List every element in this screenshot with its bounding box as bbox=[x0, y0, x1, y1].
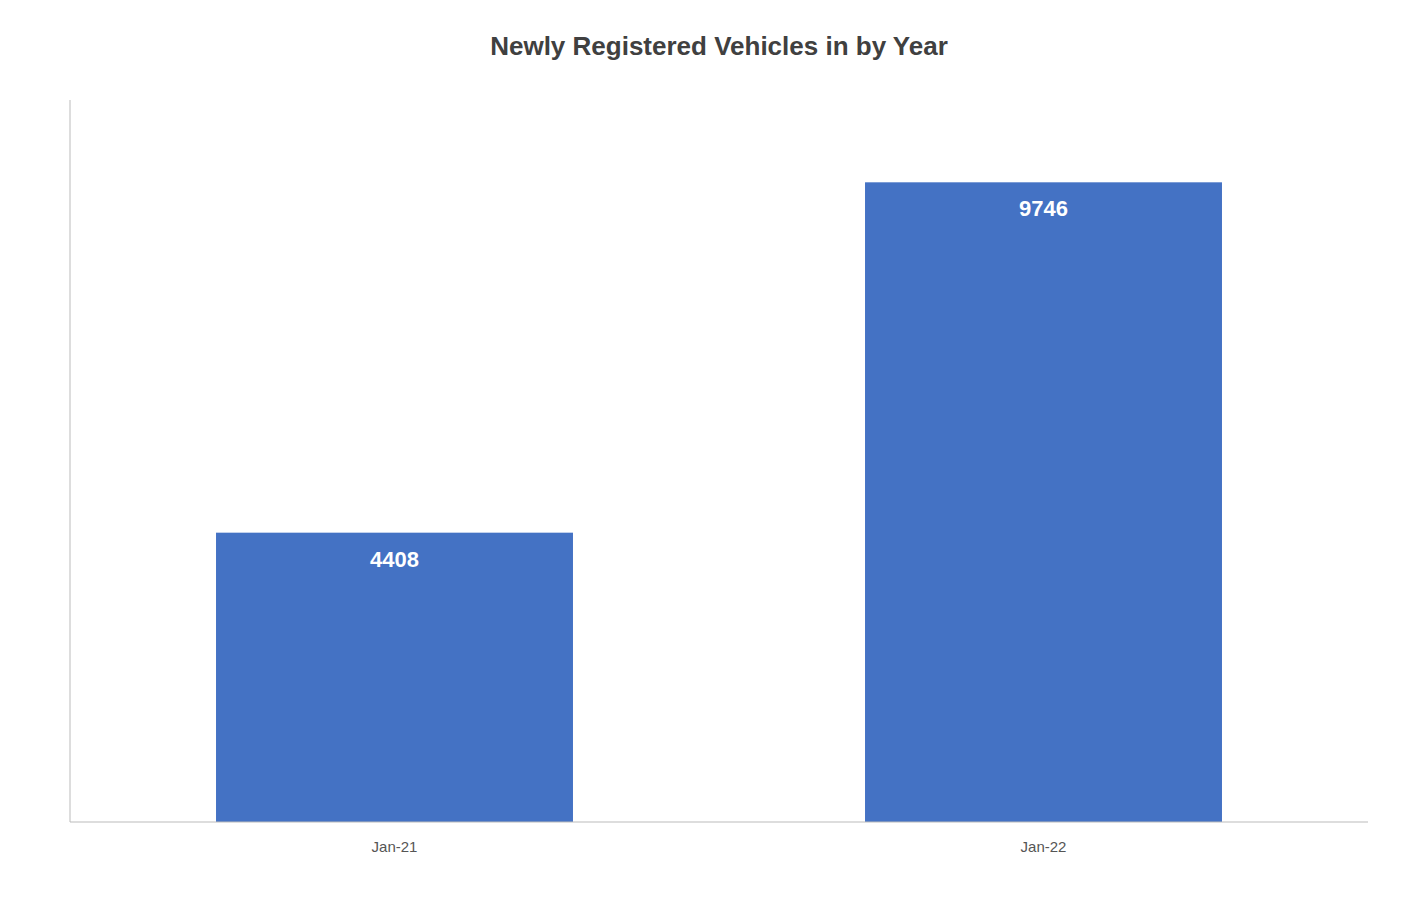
x-tick-label: Jan-22 bbox=[1021, 838, 1067, 855]
x-axis-line bbox=[70, 822, 1368, 823]
data-label: 9746 bbox=[1019, 196, 1068, 221]
data-label: 4408 bbox=[370, 547, 419, 572]
title: Newly Registered Vehicles in by Year bbox=[490, 31, 948, 61]
bars bbox=[216, 182, 1222, 822]
bar bbox=[865, 182, 1222, 822]
x-tick-label: Jan-21 bbox=[372, 838, 418, 855]
chart-svg: Newly Registered Vehicles in by Year Jan-… bbox=[0, 0, 1418, 902]
chart-container: Newly Registered Vehicles in by Year Jan-… bbox=[0, 0, 1418, 902]
y-axis-line bbox=[70, 100, 71, 822]
bar bbox=[216, 533, 573, 822]
